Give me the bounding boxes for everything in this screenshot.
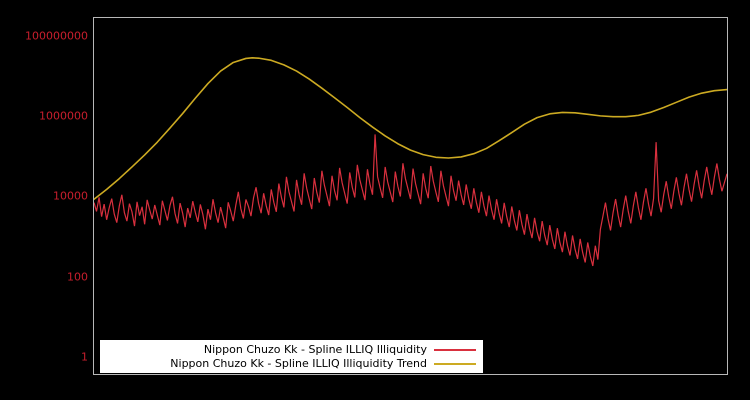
y-axis-tick-100: 100	[67, 270, 88, 284]
legend-entry-illiquidity[interactable]: Nippon Chuzo Kk - Spline ILLIQ Illiquidi…	[101, 343, 476, 357]
plot-area	[93, 17, 728, 375]
legend-entry-trend[interactable]: Nippon Chuzo Kk - Spline ILLIQ Illiquidi…	[101, 357, 476, 371]
plot-canvas	[94, 18, 727, 374]
illiquidity-line	[94, 134, 727, 266]
y-axis-tick-10000: 10000	[53, 189, 88, 203]
legend-swatch-trend	[434, 362, 476, 365]
y-axis-tick-100000000: 100000000	[25, 29, 88, 43]
trend-line	[94, 58, 727, 199]
y-axis-tick-1000000: 1000000	[39, 109, 88, 123]
y-axis-tick-1: 1	[81, 350, 88, 364]
series-group	[94, 58, 727, 266]
legend-label-trend: Nippon Chuzo Kk - Spline ILLIQ Illiquidi…	[170, 357, 427, 370]
legend-label-illiquidity: Nippon Chuzo Kk - Spline ILLIQ Illiquidi…	[203, 343, 427, 356]
chart-legend[interactable]: Nippon Chuzo Kk - Spline ILLIQ Illiquidi…	[100, 340, 483, 373]
legend-swatch-illiquidity	[434, 348, 476, 351]
